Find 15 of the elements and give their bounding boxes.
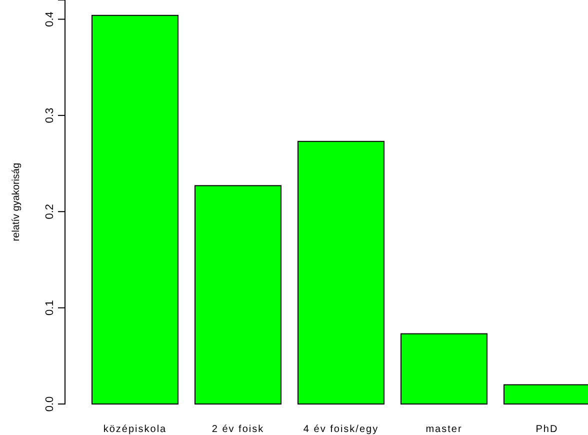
x-tick-label: középiskola — [103, 424, 167, 435]
x-tick-label: 2 év foisk — [212, 424, 264, 435]
y-tick-label: 0.1 — [44, 300, 56, 316]
bar — [194, 185, 282, 404]
y-tick-label: 0.2 — [44, 204, 56, 220]
bar — [298, 140, 384, 404]
bar — [92, 14, 178, 404]
y-tick-label: 0.0 — [44, 396, 56, 412]
x-tick-label: master — [426, 424, 462, 435]
y-axis-title: relatív gyakoriság — [11, 162, 22, 242]
y-tick-label: 0.4 — [44, 12, 56, 27]
y-tick-label: 0.3 — [44, 108, 56, 124]
bar — [400, 333, 488, 404]
x-tick-label: PhD — [536, 424, 558, 435]
x-tick-label: 4 év foisk/egy — [303, 424, 379, 435]
